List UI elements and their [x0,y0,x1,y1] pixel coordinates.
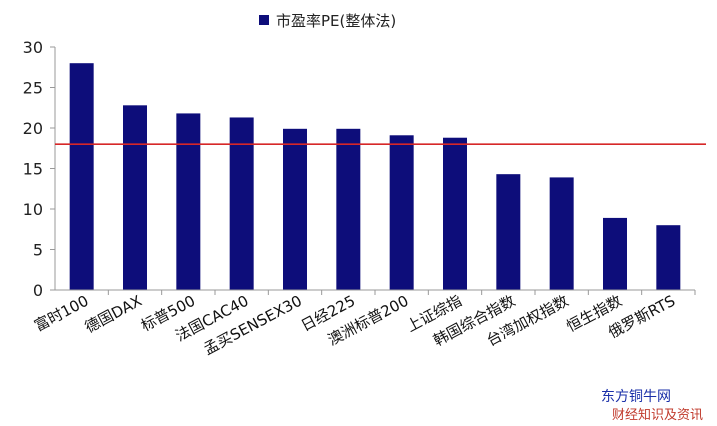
y-tick-label: 5 [33,241,43,260]
x-axis: 富时100德国DAX标普500法国CAC40孟买SENSEX30日经225澳洲标… [31,289,696,359]
bar [443,137,467,290]
x-tick-label: 德国DAX [82,292,145,337]
y-tick-label: 20 [23,119,43,138]
y-tick-label: 25 [23,79,43,98]
y-tick-label: 0 [33,281,43,300]
bar [656,225,681,290]
bar [389,135,414,290]
y-tick-label: 15 [23,160,43,179]
watermark-tagline: 财经知识及资讯 [611,408,703,423]
bars [69,63,681,291]
legend: 市盈率PE(整体法) [259,12,396,30]
legend-label: 市盈率PE(整体法) [276,12,396,30]
bar [123,105,147,290]
y-tick-label: 10 [23,200,43,219]
legend-swatch [259,15,269,25]
bar [69,63,94,291]
bar [336,128,361,290]
y-tick-label: 30 [23,38,43,57]
bar [496,174,521,290]
bar [603,217,627,290]
bar [229,117,254,290]
y-axis: 0 5 10 15 20 25 30 [23,38,56,300]
bar [176,113,201,290]
watermark-site-name: 东方铜牛网 [601,389,671,405]
bar [549,177,574,290]
bar [283,128,307,290]
